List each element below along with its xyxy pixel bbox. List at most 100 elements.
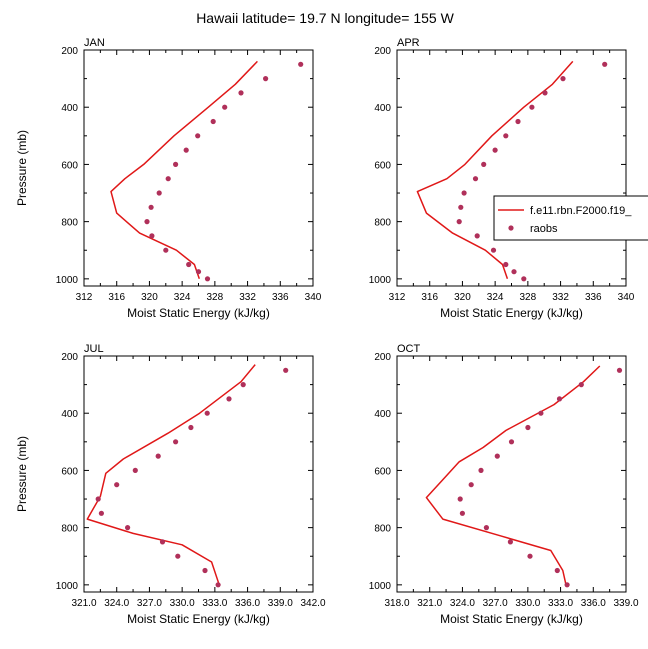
- x-tick-label: 320: [141, 292, 158, 303]
- raobs-point: [149, 233, 155, 239]
- x-tick-label: 328: [520, 292, 537, 303]
- x-tick-label: 316: [108, 292, 125, 303]
- raobs-point: [98, 510, 104, 516]
- x-axis-label: Moist Static Energy (kJ/kg): [440, 306, 583, 320]
- x-tick-label: 339.0: [268, 598, 293, 609]
- raobs-point: [472, 176, 479, 182]
- panel-oct: OCT 318.0 321.0 324.0 327.0 330.0 333.0 336.0 33…: [369, 343, 639, 626]
- raobs-point: [560, 76, 566, 82]
- raobs-point: [175, 553, 181, 559]
- x-tick-label: 327.0: [137, 598, 162, 609]
- raobs-point: [114, 482, 120, 488]
- model-profile-line: [416, 60, 574, 280]
- x-tick-label: 336.0: [581, 598, 606, 609]
- raobs-point: [521, 276, 527, 282]
- x-axis-label: Moist Static Energy (kJ/kg): [440, 612, 583, 626]
- raobs-point: [503, 133, 509, 139]
- legend-entry-label: f.e11.rbn.F2000.f19_: [530, 205, 632, 217]
- raobs-point: [215, 582, 221, 588]
- x-tick-label: 321.0: [71, 598, 96, 609]
- raobs-point: [508, 439, 515, 445]
- raobs-point: [503, 261, 509, 268]
- y-tick-label: 600: [61, 160, 78, 171]
- raobs-point: [515, 118, 521, 125]
- panel-label: JAN: [84, 37, 105, 49]
- raobs-point: [298, 61, 304, 67]
- x-tick-label: 332: [239, 292, 256, 303]
- raobs-point: [125, 525, 131, 531]
- plot-frame: [396, 355, 627, 593]
- plot-frame: [396, 49, 627, 287]
- raobs-point: [481, 161, 487, 167]
- y-tick-label: 800: [374, 524, 391, 535]
- raobs-point: [144, 219, 150, 225]
- y-tick-label: 800: [61, 524, 78, 535]
- y-tick-label: 600: [374, 160, 391, 171]
- raobs-point: [458, 204, 464, 210]
- raobs-point: [204, 276, 211, 282]
- x-tick-label: 312: [76, 292, 93, 303]
- x-axis-label: Moist Static Energy (kJ/kg): [127, 306, 270, 320]
- raobs-point: [156, 190, 162, 196]
- x-tick-label: 324.0: [104, 598, 129, 609]
- model-profile-line: [110, 60, 258, 280]
- raobs-point: [183, 147, 189, 153]
- x-tick-label: 316: [421, 292, 438, 303]
- y-tick-label: 600: [61, 466, 78, 477]
- model-profile-line: [425, 365, 601, 585]
- y-tick-label: 1000: [56, 275, 79, 286]
- raobs-point: [240, 382, 246, 388]
- raobs-point: [165, 176, 171, 182]
- y-tick-label: 1000: [369, 275, 392, 286]
- plot-frame: [83, 49, 314, 287]
- legend: f.e11.rbn.F2000.f19_raobs: [493, 195, 648, 241]
- x-tick-label: 312: [389, 292, 406, 303]
- plot-frame: [83, 355, 314, 593]
- raobs-point: [155, 453, 161, 459]
- raobs-point: [461, 190, 467, 196]
- raobs-point: [263, 76, 269, 82]
- y-axis-label: Pressure (mb): [15, 130, 29, 206]
- panel-apr: APR 312 316 320 324 328 332 336 340 200 400 600 800 1…: [369, 37, 635, 320]
- raobs-point: [525, 424, 531, 431]
- y-tick-label: 400: [61, 409, 78, 420]
- raobs-point: [159, 539, 166, 545]
- x-tick-label: 340: [618, 292, 635, 303]
- raobs-point: [483, 525, 489, 531]
- x-axis-label: Moist Static Energy (kJ/kg): [127, 612, 270, 626]
- x-tick-label: 333.0: [548, 598, 573, 609]
- raobs-point: [554, 567, 560, 574]
- model-profile-line: [86, 364, 256, 586]
- raobs-point: [95, 496, 101, 502]
- raobs-point: [226, 396, 232, 402]
- panels: JAN 312 316 320 324 328 332 336 340 200 400 600 800 1…: [15, 37, 639, 626]
- y-tick-label: 400: [374, 103, 391, 114]
- raobs-point: [511, 269, 517, 275]
- raobs-point: [494, 453, 500, 459]
- raobs-point: [238, 90, 244, 96]
- y-tick-label: 200: [374, 352, 391, 363]
- raobs-point: [173, 161, 179, 167]
- x-tick-label: 330.0: [515, 598, 540, 609]
- legend-box: [493, 195, 648, 241]
- raobs-point: [468, 482, 474, 488]
- raobs-point: [456, 219, 462, 225]
- y-axis-label: Pressure (mb): [15, 436, 29, 512]
- panel-jan: JAN 312 316 320 324 328 332 336 340 200 400 600 800 1…: [15, 37, 322, 320]
- raobs-point: [195, 133, 201, 139]
- raobs-point: [529, 104, 535, 110]
- panel-jul: JUL 321.0 324.0 327.0 330.0 333.0 336.0 339.0 34…: [15, 343, 326, 626]
- raobs-point: [478, 467, 484, 473]
- raobs-point: [210, 118, 216, 125]
- raobs-point: [163, 247, 169, 253]
- panel-label: APR: [397, 37, 420, 49]
- y-tick-label: 800: [61, 218, 78, 229]
- x-tick-label: 324: [487, 292, 504, 303]
- raobs-point: [474, 233, 480, 239]
- y-tick-label: 800: [374, 218, 391, 229]
- y-tick-label: 200: [61, 352, 78, 363]
- raobs-point: [564, 582, 570, 588]
- raobs-point: [186, 261, 192, 268]
- raobs-point: [578, 382, 584, 388]
- x-tick-label: 336.0: [235, 598, 260, 609]
